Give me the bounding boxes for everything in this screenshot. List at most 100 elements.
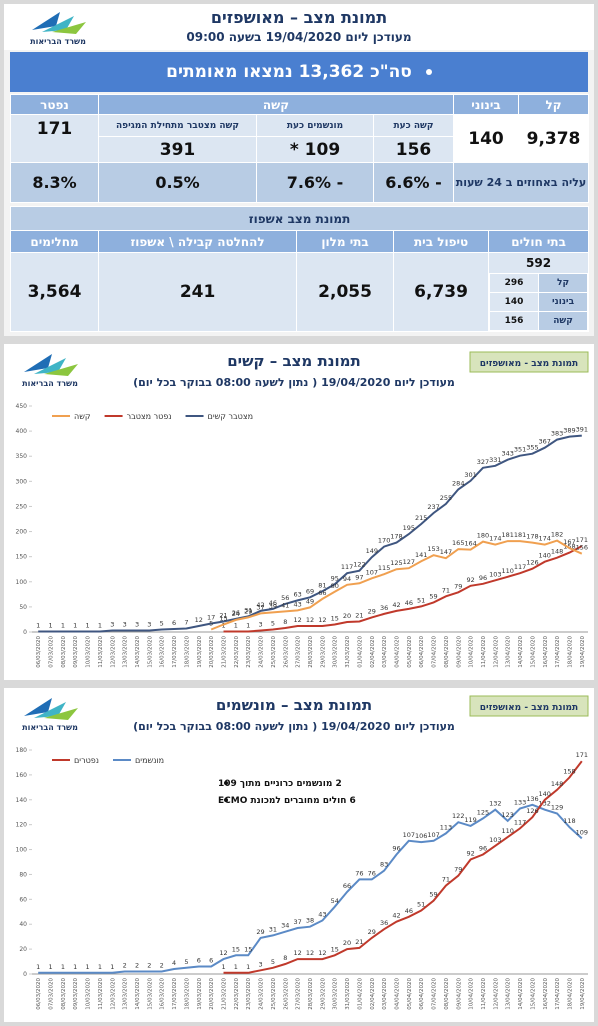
data-label: 12 xyxy=(294,616,302,624)
data-label: 171 xyxy=(576,751,588,759)
x-tick-label: 14/04/2020 xyxy=(518,636,524,668)
data-label: 15 xyxy=(244,945,252,953)
data-label: 43 xyxy=(318,910,326,918)
data-label: 284 xyxy=(452,479,464,487)
y-tick-label: 200 xyxy=(16,529,28,536)
header-cell: נפטר xyxy=(10,94,99,115)
tag: תמונת מצב - מאושפזים xyxy=(480,703,578,713)
data-label: 24 xyxy=(232,610,240,618)
value-cell: 3,564 xyxy=(9,252,100,332)
breakdown-value: 156 xyxy=(489,311,540,331)
data-label: 148 xyxy=(551,780,563,788)
data-label: 92 xyxy=(466,850,474,858)
data-label: 140 xyxy=(539,790,551,798)
x-tick-label: 16/04/2020 xyxy=(543,636,549,668)
y-tick-label: 180 xyxy=(16,747,28,754)
data-label: 158 xyxy=(563,543,575,551)
data-label: 170 xyxy=(378,537,390,545)
data-label: 301 xyxy=(464,471,476,479)
data-label: 12 xyxy=(306,616,314,624)
value-cell: 171 xyxy=(10,114,99,163)
logo-shape xyxy=(24,698,52,716)
data-label: 178 xyxy=(390,533,402,541)
x-tick-label: 20/03/2020 xyxy=(209,636,215,668)
x-tick-label: 16/03/2020 xyxy=(160,978,166,1010)
x-tick-label: 28/03/2020 xyxy=(308,636,314,668)
data-label: 178 xyxy=(526,533,538,541)
data-label: 174 xyxy=(489,535,501,543)
title: תמונת מצב – מאושפזים xyxy=(210,8,388,27)
header-cell: טיפול בית xyxy=(393,230,490,253)
data-label: 164 xyxy=(464,540,476,548)
y-tick-label: 300 xyxy=(16,478,28,485)
x-tick-label: 08/04/2020 xyxy=(444,636,450,668)
data-label: 126 xyxy=(526,807,538,815)
y-tick-label: 60 xyxy=(19,896,27,903)
x-tick-label: 12/04/2020 xyxy=(493,978,499,1010)
data-label: 351 xyxy=(514,446,526,454)
data-label: 94 xyxy=(343,575,351,583)
y-tick-label: 250 xyxy=(16,503,28,510)
banner: סה"כ 13,362 נמצאו מאומתים xyxy=(10,52,588,92)
data-label: 106 xyxy=(415,832,427,840)
data-label: 119 xyxy=(464,816,476,824)
data-label: 51 xyxy=(417,901,425,909)
data-label: 355 xyxy=(526,444,538,452)
y-tick-label: 80 xyxy=(19,871,27,878)
data-label: 12 xyxy=(306,949,314,957)
data-label: 1 xyxy=(234,963,238,971)
data-label: 147 xyxy=(440,548,452,556)
y-tick-label: 20 xyxy=(19,946,27,953)
data-label: 26 xyxy=(232,609,240,617)
data-label: 149 xyxy=(366,547,378,555)
x-tick-label: 17/03/2020 xyxy=(172,636,178,668)
data-label: 103 xyxy=(489,836,501,844)
data-label: 96 xyxy=(479,574,487,582)
data-label: 110 xyxy=(501,567,513,575)
series-line xyxy=(223,545,583,633)
data-label: 76 xyxy=(368,869,376,877)
data-label: 181 xyxy=(514,531,526,539)
header-cell: בינוני xyxy=(453,94,519,115)
x-tick-label: 04/04/2020 xyxy=(394,978,400,1010)
header-cell: בתי חולים xyxy=(488,230,590,253)
data-label: 132 xyxy=(489,800,501,808)
change-cell: 8.3% xyxy=(10,162,99,203)
data-label: 12 xyxy=(318,616,326,624)
data-label: 43 xyxy=(294,600,302,608)
status-table: קל בינוני קשה נפטר 9,378 140 קשה כעת מונ… xyxy=(10,94,589,203)
data-label: 383 xyxy=(551,430,563,438)
data-label: 21 xyxy=(219,611,227,619)
y-tick-label: 140 xyxy=(16,797,28,804)
x-tick-label: 01/04/2020 xyxy=(357,636,363,668)
breakdown: קל 296 בינוני 140 קשה 156 xyxy=(489,273,588,331)
x-tick-label: 19/03/2020 xyxy=(197,636,203,668)
x-tick-label: 31/03/2020 xyxy=(345,978,351,1010)
data-label: 5 xyxy=(184,958,188,966)
data-label: 1 xyxy=(48,621,52,629)
data-label: 12 xyxy=(318,949,326,957)
data-label: 107 xyxy=(427,831,439,839)
change-cell: - 7.6% xyxy=(256,162,374,203)
x-tick-label: 15/04/2020 xyxy=(530,636,536,668)
x-tick-label: 16/04/2020 xyxy=(543,978,549,1010)
value-cell: 592 xyxy=(526,256,552,270)
value-cell: 6,739 xyxy=(393,252,490,332)
data-label: 41 xyxy=(281,601,289,609)
x-tick-label: 07/04/2020 xyxy=(432,636,438,668)
data-label: 117 xyxy=(514,818,526,826)
value-cell: 9,378 xyxy=(518,114,589,163)
data-label: 140 xyxy=(539,552,551,560)
data-label: 237 xyxy=(427,503,439,511)
x-tick-label: 18/04/2020 xyxy=(567,636,573,668)
data-label: 37 xyxy=(256,603,264,611)
data-label: 2 xyxy=(160,962,164,970)
data-label: 42 xyxy=(392,601,400,609)
header-cell: קל xyxy=(518,94,589,115)
data-label: 6 xyxy=(172,619,176,627)
data-label: 29 xyxy=(368,607,376,615)
x-tick-label: 16/03/2020 xyxy=(160,636,166,668)
chart-subtitle: מעודכן ליום 19/04/2020 ( נתון לשעה 08:00… xyxy=(133,720,455,733)
data-label: 96 xyxy=(392,845,400,853)
